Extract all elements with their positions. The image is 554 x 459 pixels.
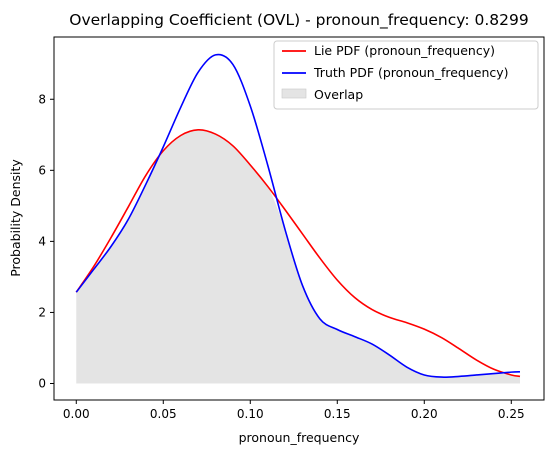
x-axis-ticks: 0.00 0.05 0.10 0.15 0.20 0.25 <box>63 400 525 421</box>
x-tick-label: 0.10 <box>237 407 264 421</box>
lie-pdf-line <box>75 129 521 378</box>
y-tick-label: 2 <box>38 305 46 319</box>
y-tick-label: 8 <box>38 92 46 106</box>
x-tick-label: 0.05 <box>150 407 177 421</box>
y-tick-label: 4 <box>38 234 46 248</box>
x-tick-label: 0.25 <box>498 407 525 421</box>
overlap-area <box>76 129 520 384</box>
overlap-layer <box>76 129 520 384</box>
lines-layer <box>75 53 521 378</box>
legend-label-truth: Truth PDF (pronoun_frequency) <box>313 65 509 80</box>
y-axis-label: Probability Density <box>8 159 23 277</box>
y-tick-label: 0 <box>38 377 46 391</box>
legend-label-lie: Lie PDF (pronoun_frequency) <box>314 43 495 58</box>
legend-swatch-overlap <box>281 88 307 99</box>
axes-frame <box>53 36 545 401</box>
x-tick-label: 0.20 <box>411 407 438 421</box>
plot-area: 0.00 0.05 0.10 0.15 0.20 0.25 0 2 4 6 8 <box>38 36 545 421</box>
y-axis-ticks: 0 2 4 6 8 <box>38 92 54 391</box>
x-axis-label: pronoun_frequency <box>239 430 360 445</box>
chart-title: Overlapping Coefficient (OVL) - pronoun_… <box>69 11 528 30</box>
legend-label-overlap: Overlap <box>314 87 363 102</box>
truth-pdf-line <box>75 53 521 378</box>
x-tick-label: 0.00 <box>63 407 90 421</box>
y-tick-label: 6 <box>38 163 46 177</box>
x-tick-label: 0.15 <box>324 407 351 421</box>
legend: Lie PDF (pronoun_frequency) Truth PDF (p… <box>273 40 539 110</box>
legend-frame <box>273 40 539 110</box>
